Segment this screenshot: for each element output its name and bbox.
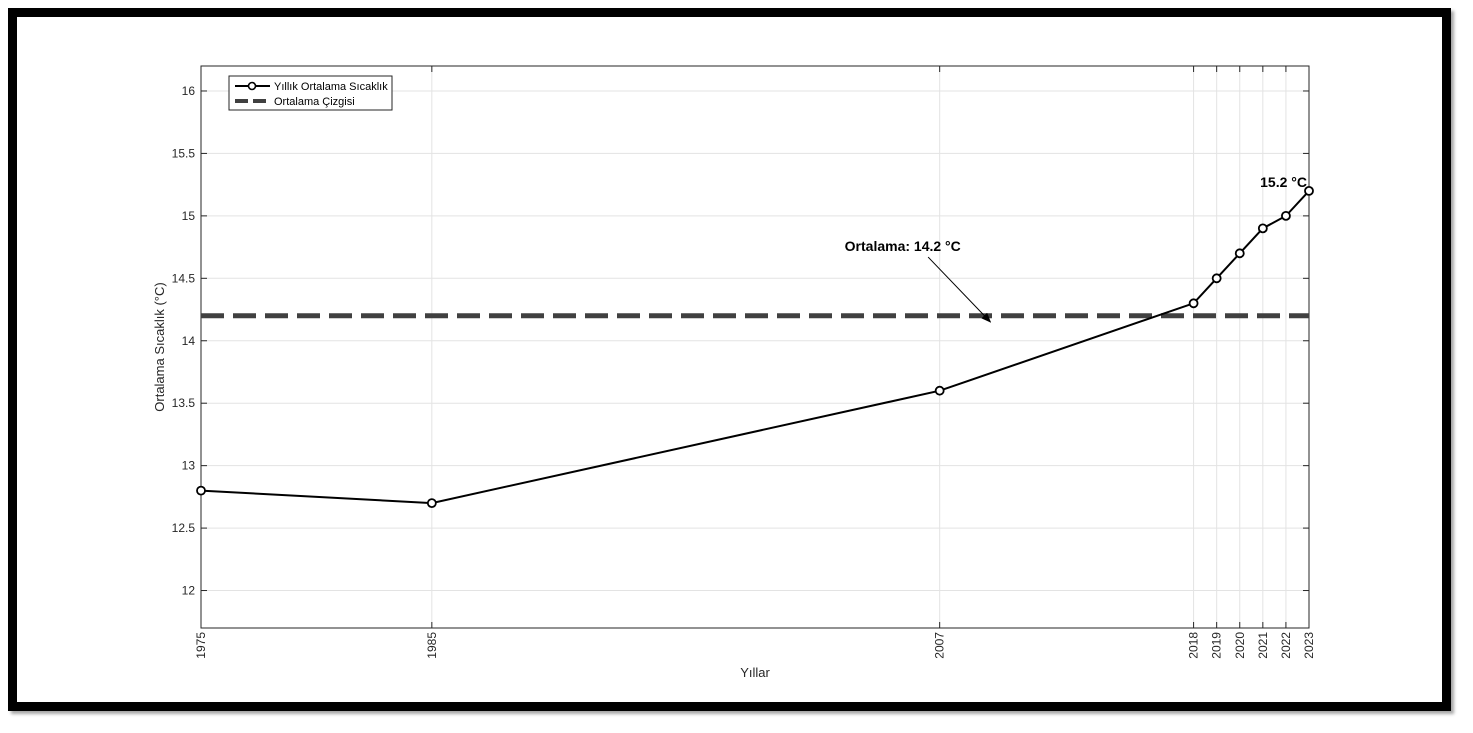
y-axis-label: Ortalama Sıcaklık (°C) [152,282,167,411]
x-tick-label: 2021 [1256,632,1270,659]
y-grid-lines [201,90,1309,592]
data-point [1234,248,1245,259]
data-point [1257,223,1268,234]
x-tick-label: 1975 [194,632,208,659]
x-tick-label: 2020 [1233,632,1247,659]
y-tick-label: 15 [182,209,196,223]
x-grid-lines [200,66,1310,628]
data-point [196,485,206,496]
y-tick-label: 12.5 [172,521,196,535]
y-tick-label: 14 [182,334,196,348]
x-tick-label: 2023 [1302,632,1316,659]
y-tick-label: 16 [182,84,196,98]
series-line-annual-mean [200,190,1310,505]
y-tick-label: 13 [182,459,196,473]
x-tick-label: 2018 [1187,632,1201,659]
y-tick-label: 15.5 [172,146,196,160]
x-tick-label: 2007 [933,632,947,659]
plot-area [200,65,1310,629]
legend-entry-annual: Yıllık Ortalama Sıcaklık [274,81,388,93]
legend-box [228,75,393,111]
x-axis-ticks: 1975 1985 2007 2018 2019 2020 2021 2022 2023 [194,66,1316,659]
data-point [1211,273,1222,284]
y-tick-label: 14.5 [172,271,196,285]
y-axis-ticks: 12 12.5 13 13.5 14 14.5 15 15.5 16 [172,84,1309,598]
data-point [1188,298,1199,309]
x-tick-label: 2022 [1279,632,1293,659]
x-axis-label: Yıllar [740,665,770,680]
mean-annotation: Ortalama: 14.2 °C [845,238,961,254]
figure-frame [8,8,1451,711]
y-tick-label: 13.5 [172,396,196,410]
x-tick-label: 2019 [1210,632,1224,659]
legend: Yıllık Ortalama Sıcaklık Ortalama Çizgis… [228,75,393,111]
legend-entry-mean: Ortalama Çizgisi [274,96,355,108]
series-points [196,185,1314,509]
legend-marker-swatch [247,81,257,91]
data-point [934,385,945,396]
y-tick-label: 12 [182,584,196,598]
data-point [1281,210,1291,221]
mean-annotation-arrow [927,256,992,323]
last-value-annotation: 15.2 °C [1260,174,1307,190]
data-point [426,498,437,509]
x-tick-label: 1985 [425,632,439,659]
data-point [1304,185,1314,196]
